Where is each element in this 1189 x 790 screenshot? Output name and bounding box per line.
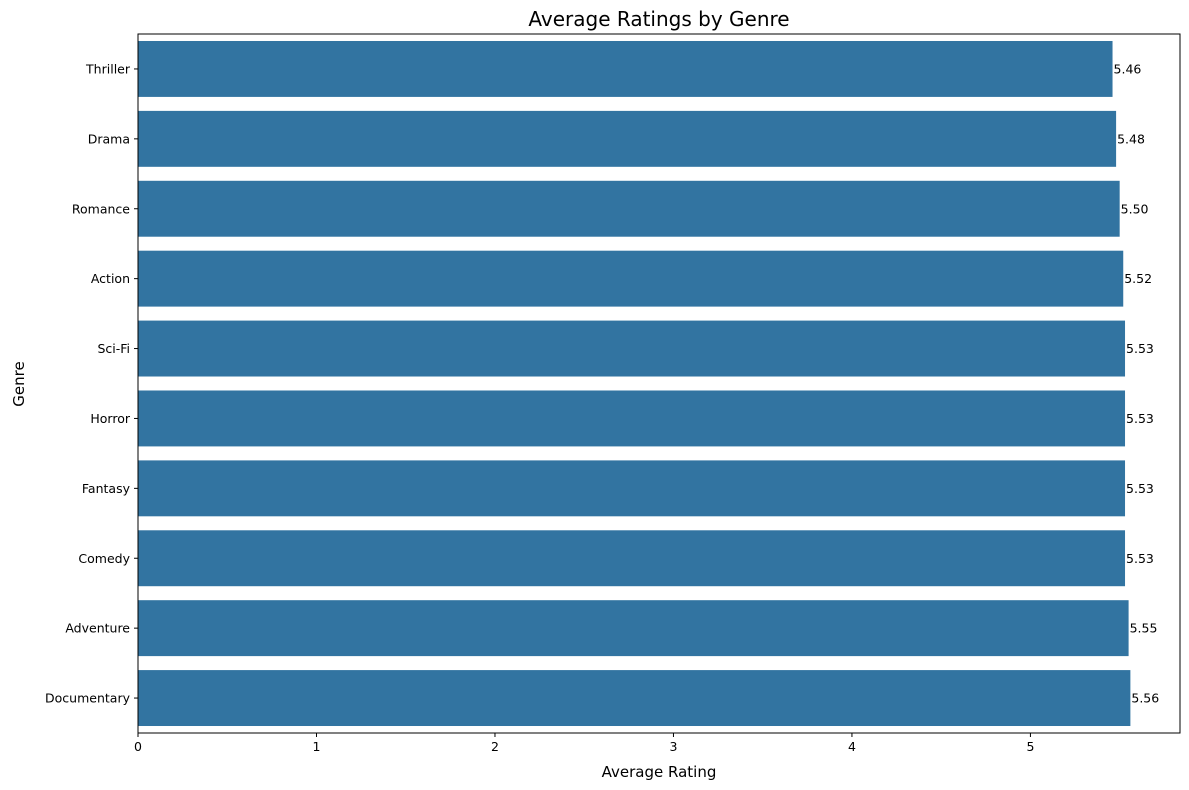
data-label: 5.53 xyxy=(1126,551,1154,566)
y-axis-label: Genre xyxy=(10,361,28,406)
bar-horror xyxy=(138,390,1126,447)
y-tick-label: Action xyxy=(91,271,130,286)
data-label: 5.53 xyxy=(1126,341,1154,356)
bar-romance xyxy=(138,180,1120,237)
x-tick-label: 2 xyxy=(491,739,499,754)
data-labels-layer: 5.46 5.48 5.50 5.52 5.53 5.53 5.53 5.53 5.55 5.56 xyxy=(1114,61,1160,705)
data-label: 5.50 xyxy=(1121,201,1149,216)
plot-frame xyxy=(137,33,1181,734)
x-tick-label: 0 xyxy=(134,739,142,754)
y-tick-label: Comedy xyxy=(78,551,130,566)
bar-fantasy xyxy=(138,460,1126,517)
data-label: 5.52 xyxy=(1124,271,1152,286)
y-tick-label: Sci-Fi xyxy=(97,341,130,356)
y-tick-label: Drama xyxy=(88,131,130,146)
bar-drama xyxy=(138,110,1117,167)
y-axis: Thriller Drama Romance Action Sci-Fi Horror Fa… xyxy=(45,61,138,706)
bar-comedy xyxy=(138,530,1126,587)
data-label: 5.56 xyxy=(1131,691,1159,706)
data-label: 5.53 xyxy=(1126,481,1154,496)
x-tick-label: 3 xyxy=(669,739,677,754)
data-label: 5.53 xyxy=(1126,411,1154,426)
x-tick-label: 1 xyxy=(313,739,321,754)
x-tick-label: 4 xyxy=(848,739,856,754)
x-axis-label: Average Rating xyxy=(602,763,717,781)
x-tick-label: 5 xyxy=(1026,739,1034,754)
y-tick-label: Horror xyxy=(90,411,130,426)
chart-title: Average Ratings by Genre xyxy=(528,7,789,31)
y-tick-label: Romance xyxy=(72,201,130,216)
bar-documentary xyxy=(138,670,1131,727)
y-tick-label: Fantasy xyxy=(82,481,131,496)
y-tick-label: Documentary xyxy=(45,691,131,706)
bar-sci-fi xyxy=(138,320,1126,377)
data-label: 5.55 xyxy=(1130,621,1158,636)
bar-adventure xyxy=(138,600,1129,657)
y-tick-label: Adventure xyxy=(65,621,130,636)
bars-layer xyxy=(138,40,1131,727)
data-label: 5.48 xyxy=(1117,131,1145,146)
bar-action xyxy=(138,250,1124,307)
data-label: 5.46 xyxy=(1114,61,1142,76)
bar-thriller xyxy=(138,40,1113,97)
x-axis: 0 1 2 3 4 5 xyxy=(134,733,1034,754)
y-tick-label: Thriller xyxy=(85,61,131,76)
